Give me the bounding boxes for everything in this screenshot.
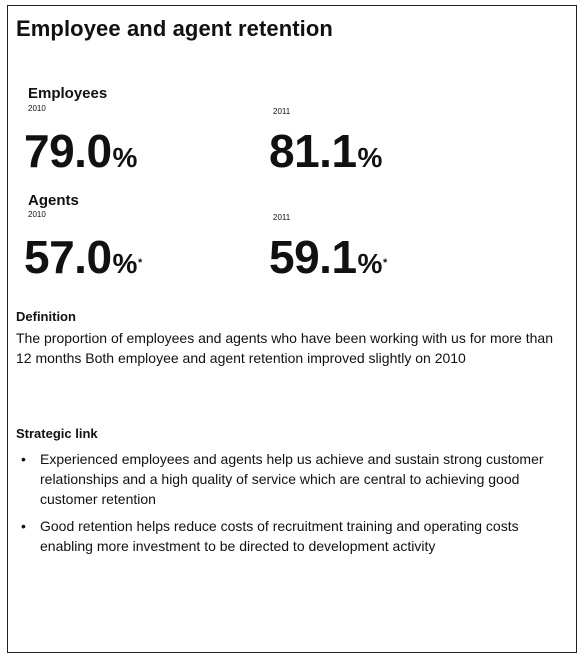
panel-title: Employee and agent retention (16, 16, 333, 41)
list-item-text: Good retention helps reduce costs of rec… (40, 518, 519, 554)
employees-year-2011: 2011 (273, 107, 291, 116)
agents-2011-number: 59.1 (269, 231, 357, 283)
agents-2010-value: 57.0%* (24, 234, 142, 287)
list-item: • Good retention helps reduce costs of r… (16, 516, 561, 556)
list-item-text: Experienced employees and agents help us… (40, 451, 544, 507)
employees-2010-value: 79.0% (24, 128, 137, 181)
definition-heading: Definition (16, 309, 76, 324)
definition-text: The proportion of employees and agents w… (16, 330, 553, 366)
agents-2011-value: 59.1%* (269, 234, 387, 287)
agents-2010-footnote-mark: * (137, 257, 142, 269)
employees-2011-unit: % (357, 142, 383, 173)
employees-2010-unit: % (112, 142, 138, 173)
agents-2010-unit: % (112, 248, 138, 279)
agents-2011-footnote-mark: * (382, 257, 387, 269)
agents-year-2011: 2011 (273, 213, 291, 222)
agents-2010-number: 57.0 (24, 231, 112, 283)
employees-label: Employees (28, 85, 108, 102)
retention-panel: Employee and agent retention Employees 2… (7, 5, 577, 653)
employees-2011-number: 81.1 (269, 125, 357, 177)
agents-year-2010: 2010 (28, 210, 46, 219)
employees-2010-number: 79.0 (24, 125, 112, 177)
list-item: • Experienced employees and agents help … (16, 449, 561, 509)
employees-year-2010: 2010 (28, 104, 46, 113)
bullet-marker: • (21, 451, 26, 467)
agents-2011-unit: % (357, 248, 383, 279)
agents-label: Agents (28, 192, 79, 209)
employees-2011-value: 81.1% (269, 128, 382, 181)
bullet-marker: • (21, 518, 26, 534)
strategic-link-heading: Strategic link (16, 426, 98, 441)
strategic-link-list: • Experienced employees and agents help … (16, 449, 561, 563)
